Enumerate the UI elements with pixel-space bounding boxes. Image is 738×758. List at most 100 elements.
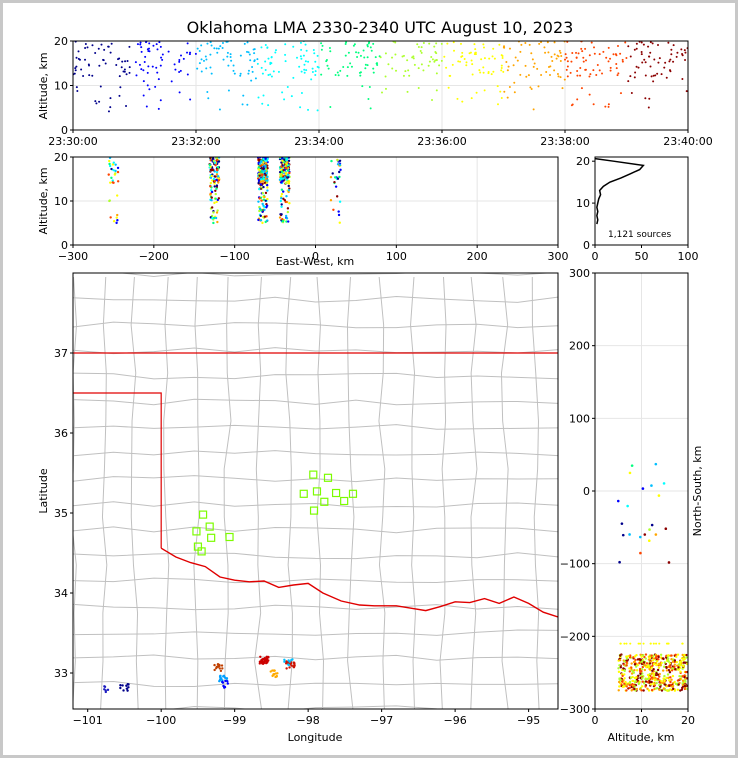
- source-point: [284, 60, 287, 63]
- source-point: [648, 673, 652, 676]
- source-point: [266, 175, 269, 179]
- source-point: [159, 45, 162, 48]
- source-point: [658, 688, 661, 691]
- source-point: [212, 216, 216, 220]
- source-point: [525, 75, 528, 78]
- source-point: [174, 68, 177, 71]
- county-boundary: [410, 276, 416, 709]
- source-point: [440, 59, 443, 62]
- source-point: [536, 67, 539, 70]
- source-point: [577, 52, 580, 55]
- latitude-label: Latitude: [37, 468, 50, 514]
- source-point: [140, 50, 143, 53]
- source-point: [210, 199, 213, 202]
- source-point: [262, 177, 266, 180]
- source-point: [655, 671, 658, 675]
- source-point: [261, 191, 264, 195]
- source-point: [435, 58, 438, 61]
- source-point: [359, 71, 362, 74]
- source-point: [638, 661, 641, 665]
- source-point: [617, 689, 620, 692]
- source-point: [663, 665, 666, 668]
- source-point: [178, 70, 181, 73]
- source-point: [459, 60, 462, 63]
- source-point: [680, 48, 683, 51]
- longitude-tick-label: −101: [73, 714, 103, 727]
- source-point: [662, 482, 666, 485]
- source-point: [621, 58, 624, 61]
- source-point: [655, 642, 658, 645]
- source-point: [102, 58, 105, 61]
- source-point: [222, 58, 225, 61]
- source-point: [217, 179, 221, 182]
- source-point: [260, 46, 263, 49]
- source-point: [147, 65, 150, 68]
- source-point: [209, 41, 212, 44]
- source-point: [621, 674, 624, 678]
- lma-figure: Oklahoma LMA 2330-2340 UTC August 10, 20…: [37, 18, 713, 744]
- eastwest-tick-label: 100: [386, 250, 407, 263]
- source-point: [274, 675, 277, 679]
- source-point: [625, 664, 628, 667]
- source-point: [625, 655, 628, 658]
- source-point: [366, 64, 369, 67]
- source-point: [216, 166, 220, 169]
- source-point: [627, 80, 630, 83]
- source-point: [637, 674, 640, 677]
- altitude-tick-label: 10: [54, 195, 68, 208]
- county-boundary: [439, 276, 447, 709]
- altitude-histogram-panel: 0 50 100 0 10 20 1,121 sources: [576, 155, 699, 263]
- source-point: [372, 42, 375, 45]
- source-point: [245, 50, 248, 53]
- source-point: [561, 87, 564, 90]
- source-point: [84, 58, 87, 61]
- source-point: [681, 53, 684, 56]
- source-point: [678, 674, 681, 678]
- source-point: [204, 55, 207, 58]
- source-point: [279, 177, 283, 181]
- source-point: [666, 673, 670, 676]
- source-point: [563, 78, 566, 81]
- county-boundary: [254, 276, 262, 709]
- source-point: [540, 74, 543, 77]
- source-point: [639, 659, 642, 662]
- source-point: [496, 85, 499, 88]
- source-point: [501, 56, 504, 59]
- source-point: [338, 175, 341, 179]
- source-point: [217, 160, 221, 163]
- lma-station-marker: [207, 533, 216, 542]
- source-point: [431, 99, 434, 102]
- source-point: [667, 660, 670, 663]
- source-point: [259, 160, 263, 163]
- source-point: [276, 672, 279, 675]
- source-point: [516, 59, 519, 62]
- source-point: [582, 60, 585, 63]
- source-point: [307, 60, 310, 63]
- eastwest-tick-label: 200: [467, 250, 488, 263]
- source-point: [391, 67, 394, 70]
- source-point: [285, 667, 288, 670]
- source-point: [384, 52, 387, 55]
- source-point: [625, 661, 628, 664]
- county-boundary: [73, 295, 558, 303]
- source-point: [652, 672, 656, 676]
- source-point: [73, 72, 76, 75]
- source-point: [104, 690, 108, 694]
- source-point: [558, 49, 561, 52]
- source-point: [652, 74, 655, 77]
- source-point: [118, 94, 121, 97]
- source-point: [618, 658, 622, 662]
- source-point: [182, 57, 185, 60]
- source-point: [681, 682, 684, 685]
- source-point: [300, 91, 303, 94]
- source-point: [413, 63, 416, 66]
- source-point: [210, 174, 214, 178]
- source-point: [139, 43, 142, 46]
- source-point: [287, 663, 291, 667]
- source-point: [499, 90, 502, 93]
- source-point: [640, 655, 643, 658]
- source-point: [74, 67, 77, 70]
- county-boundary: [470, 276, 478, 709]
- source-point: [263, 195, 266, 199]
- source-point: [566, 60, 569, 63]
